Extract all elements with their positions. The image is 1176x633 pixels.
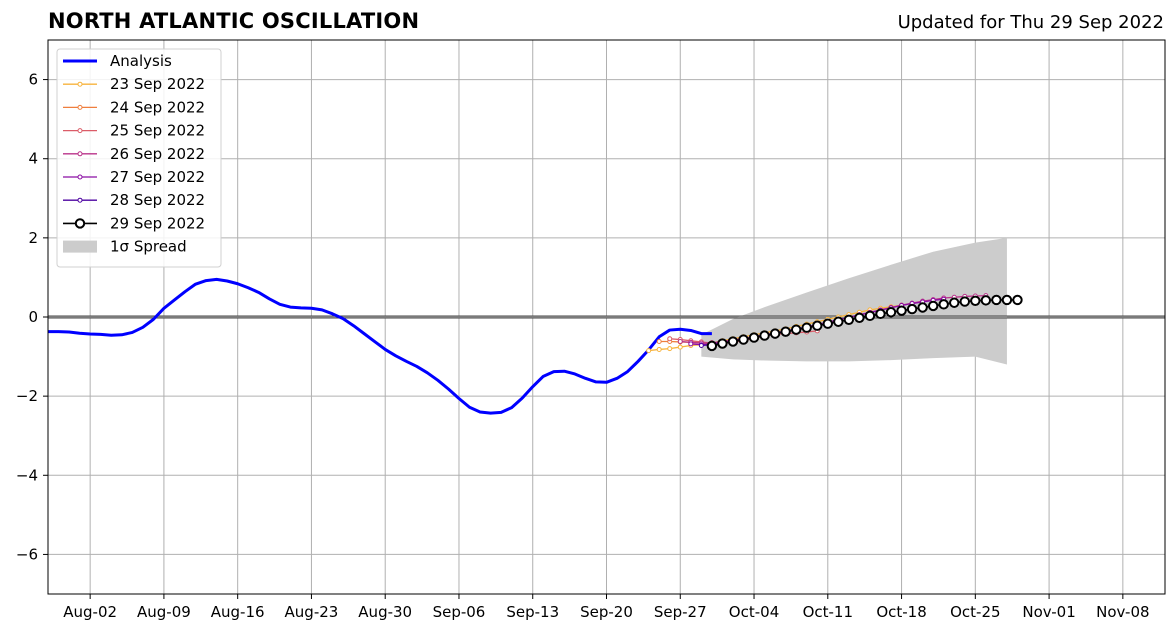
forecast-point	[646, 348, 652, 354]
legend-entry-label: 24 Sep 2022	[110, 98, 205, 116]
legend-swatch-marker	[74, 218, 86, 229]
x-tick-label: Sep-27	[654, 603, 707, 621]
legend-swatch-marker	[77, 104, 83, 110]
y-tick-label: 2	[28, 229, 38, 247]
legend-entry-label: 26 Sep 2022	[110, 145, 205, 163]
x-tick-label: Oct-18	[876, 603, 926, 621]
forecast-point	[970, 295, 981, 306]
y-tick-label: 6	[28, 71, 38, 89]
forecast-point	[727, 336, 739, 347]
forecast-point	[656, 346, 662, 352]
forecast-point	[949, 297, 960, 308]
legend-entry-label: Analysis	[110, 52, 172, 70]
ticks-layer: Aug-02 Aug-09 Aug-16 Aug-23 Aug-30 Sep-06 Sep-…	[16, 71, 1150, 621]
chart-title: NORTH ATLANTIC OSCILLATION	[48, 9, 420, 33]
legend-swatch-marker	[77, 81, 83, 87]
legend-entry-label: 25 Sep 2022	[110, 122, 205, 140]
forecast-point	[677, 344, 683, 350]
y-tick-label: 0	[28, 308, 38, 326]
forecast-point	[864, 310, 876, 322]
forecast-point	[1001, 294, 1013, 306]
forecast-point	[875, 308, 886, 320]
chart-subtitle: Updated for Thu 29 Sep 2022	[897, 12, 1164, 33]
x-tick-label: Sep-20	[580, 603, 633, 621]
forecast-point	[917, 302, 928, 313]
legend-entry-label: 28 Sep 2022	[110, 191, 205, 209]
forecast-point	[677, 339, 683, 345]
legend-swatch-marker	[77, 128, 83, 134]
forecast-series	[706, 294, 1023, 352]
y-tick-label: −6	[16, 545, 38, 563]
forecast-point	[698, 342, 704, 348]
forecast-point	[706, 340, 718, 352]
forecast-point	[717, 338, 728, 349]
forecast-point	[959, 296, 970, 307]
forecast-point	[896, 305, 907, 316]
forecast-point	[759, 330, 770, 341]
forecast-point	[667, 346, 673, 352]
x-tick-label: Oct-11	[803, 603, 853, 621]
x-tick-label: Aug-09	[137, 603, 191, 621]
legend-entry-label: 23 Sep 2022	[110, 75, 205, 93]
forecast-point	[688, 341, 694, 347]
data-layer	[48, 237, 1165, 415]
forecast-point	[938, 299, 949, 310]
x-tick-label: Aug-16	[211, 603, 265, 621]
forecast-point	[780, 326, 791, 337]
x-tick-label: Aug-23	[285, 603, 339, 621]
legend-entry-label: 1σ Spread	[110, 238, 187, 256]
forecast-point	[738, 334, 749, 345]
x-tick-label: Sep-06	[433, 603, 486, 621]
forecast-point	[790, 324, 802, 335]
forecast-point	[854, 312, 865, 323]
legend-box	[56, 48, 222, 268]
forecast-point	[769, 328, 781, 339]
x-tick-label: Oct-04	[729, 603, 779, 621]
x-tick-label: Aug-02	[63, 603, 117, 621]
y-tick-label: 4	[28, 150, 38, 168]
x-tick-label: Sep-13	[506, 603, 559, 621]
forecast-point	[980, 295, 992, 306]
forecast-point	[833, 316, 844, 327]
forecast-point	[667, 336, 673, 342]
forecast-point	[885, 307, 897, 318]
forecast-point	[843, 314, 855, 325]
x-tick-label: Nov-08	[1096, 603, 1149, 621]
x-tick-label: Aug-30	[358, 603, 412, 621]
forecast-point	[1012, 294, 1023, 306]
legend-swatch-marker	[77, 174, 83, 180]
x-tick-label: Oct-25	[950, 603, 1000, 621]
grid-layer	[48, 40, 1165, 594]
forecast-point	[906, 303, 918, 315]
legend-swatch-spread	[63, 240, 97, 253]
forecast-point	[927, 300, 939, 312]
legend-swatch-marker	[77, 197, 83, 203]
forecast-point	[801, 322, 812, 333]
x-tick-label: Nov-01	[1022, 603, 1075, 621]
legend: Analysis 23 Sep 2022 24 Sep 2022 25 Sep 202…	[56, 48, 222, 268]
analysis-line	[48, 277, 712, 415]
y-tick-label: −2	[16, 387, 38, 405]
y-tick-label: −4	[16, 466, 38, 484]
forecast-point	[748, 332, 760, 343]
forecast-point	[822, 318, 833, 329]
legend-entry-label: 29 Sep 2022	[110, 214, 205, 232]
legend-swatch-marker	[77, 151, 83, 157]
legend-entry-label: 27 Sep 2022	[110, 168, 205, 186]
forecast-point	[812, 320, 823, 331]
forecast-point	[991, 294, 1002, 306]
forecast-point	[656, 339, 662, 345]
